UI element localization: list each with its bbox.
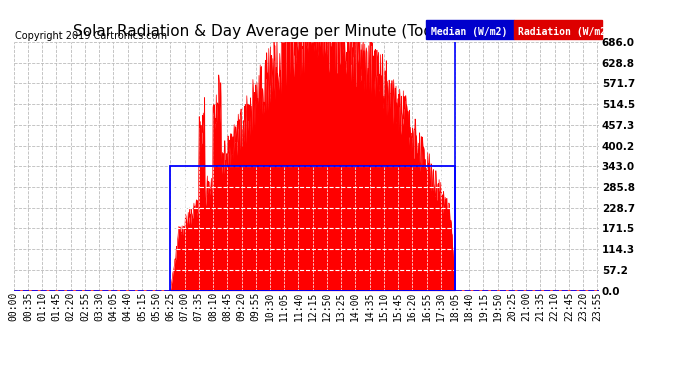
- Bar: [170, 166, 455, 291]
- Title: Solar Radiation & Day Average per Minute (Today) 20191014: Solar Radiation & Day Average per Minute…: [73, 24, 540, 39]
- Text: Radiation (W/m2): Radiation (W/m2): [518, 27, 612, 37]
- Text: Median (W/m2): Median (W/m2): [431, 27, 507, 37]
- Text: Copyright 2019 Cartronics.com: Copyright 2019 Cartronics.com: [15, 32, 167, 41]
